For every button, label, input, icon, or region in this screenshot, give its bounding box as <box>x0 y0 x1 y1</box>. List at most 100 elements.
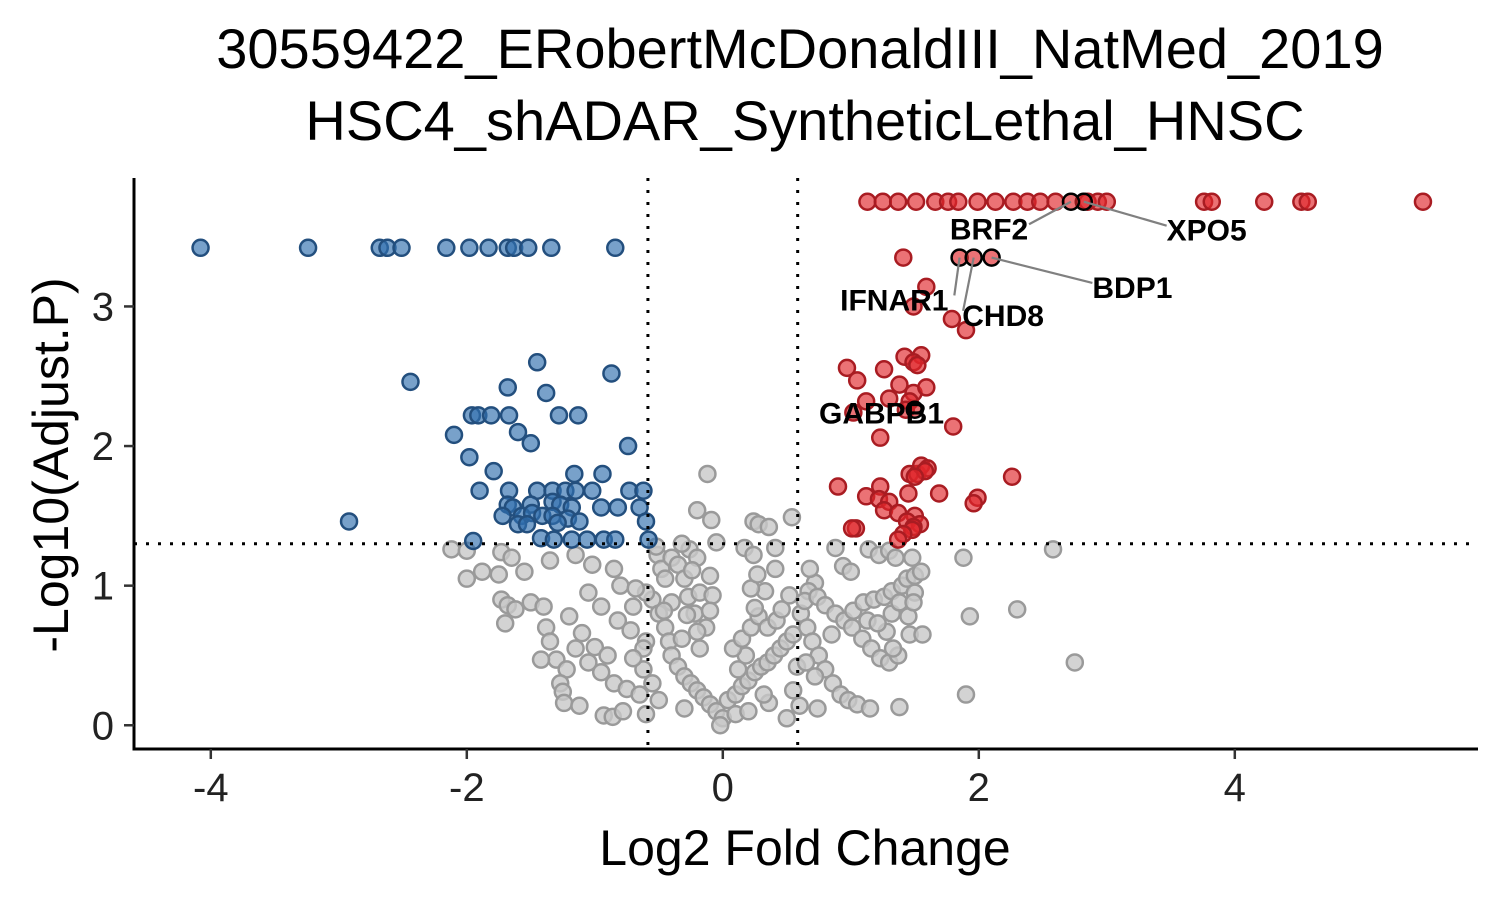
point-down <box>481 406 501 425</box>
point-ns <box>808 699 827 718</box>
point-up <box>929 484 949 503</box>
chart-title: 30559422_ERobertMcDonaldIII_NatMed_2019 <box>216 17 1383 80</box>
point-down <box>401 372 420 392</box>
point-down <box>591 498 611 517</box>
point-ns <box>860 699 880 718</box>
point-ns <box>608 611 628 630</box>
point-up <box>908 355 927 375</box>
point-up <box>917 277 936 297</box>
point-ns <box>904 593 923 612</box>
point-down <box>479 238 498 258</box>
point-up <box>842 519 862 538</box>
point-ns <box>780 586 799 605</box>
point-down <box>493 506 512 526</box>
point-ns <box>623 597 643 616</box>
point-ns <box>700 601 720 621</box>
point-ns <box>672 534 692 554</box>
point-up <box>1202 192 1222 211</box>
gene-label-chd8: CHD8 <box>962 300 1044 333</box>
plot-area: XPO5 BRF2 BDP1 IFNAR1 CHD8 GABPB1 <box>134 178 1478 749</box>
x-tick-label: 4 <box>1224 766 1246 810</box>
point-ns <box>822 625 841 644</box>
point-up <box>1298 192 1318 211</box>
point-ns <box>826 538 845 558</box>
y-tick-label: 2 <box>92 425 114 469</box>
point-ns <box>636 704 656 724</box>
point-down <box>484 461 503 481</box>
point-ns <box>623 649 643 668</box>
point-ns <box>703 586 722 605</box>
leader-line <box>991 256 1093 284</box>
point-ns <box>960 607 980 626</box>
point-down <box>499 406 519 425</box>
point-ns <box>783 625 803 644</box>
point-ns <box>655 569 675 588</box>
point-ns <box>672 629 692 648</box>
point-up <box>986 192 1005 211</box>
chart-subtitle: HSC4_shADAR_SyntheticLethal_HNSC <box>305 89 1304 152</box>
point-down <box>536 383 556 403</box>
point-up <box>1254 192 1274 211</box>
point-ns <box>472 562 492 581</box>
point-down <box>392 238 411 258</box>
point-down <box>565 464 584 484</box>
y-tick-label: 1 <box>92 565 114 609</box>
point-up <box>1030 192 1050 211</box>
gene-label-ifnar1: IFNAR1 <box>840 284 948 317</box>
point-ns <box>911 562 931 581</box>
point-down <box>518 238 538 258</box>
axes: -4 -2 0 2 4 0 1 2 3 <box>92 178 1478 810</box>
gene-label-xpo5: XPO5 <box>1167 215 1247 248</box>
point-ns <box>842 618 862 637</box>
point-down <box>606 530 625 549</box>
x-tick-label: 0 <box>712 766 734 810</box>
point-up <box>890 375 909 394</box>
point-ns <box>559 607 579 626</box>
point-down <box>437 238 456 258</box>
point-ns <box>698 464 717 484</box>
point-ns <box>766 559 785 579</box>
point-up <box>899 484 918 503</box>
point-down <box>298 238 318 258</box>
point-up <box>949 192 968 211</box>
point-ns <box>954 548 973 567</box>
y-axis-title: -Log10(Adjust.P) <box>23 277 79 652</box>
point-ns <box>710 716 730 735</box>
point-down <box>548 513 567 533</box>
point-ns <box>489 565 509 584</box>
point-up <box>870 428 890 447</box>
point-down <box>544 530 564 549</box>
point-down <box>527 353 547 372</box>
point-ns <box>506 600 525 619</box>
point-down <box>568 406 588 425</box>
point-up <box>1097 192 1117 211</box>
point-up <box>1002 467 1022 487</box>
point-ns <box>634 660 653 679</box>
point-down <box>634 481 653 500</box>
point-up <box>856 392 876 411</box>
point-down <box>602 364 621 383</box>
point-ns <box>745 598 765 618</box>
point-ns <box>515 562 534 581</box>
point-ns <box>572 623 592 643</box>
point-ns <box>766 538 785 558</box>
point-down <box>582 481 602 500</box>
point-up <box>964 494 983 513</box>
point-down <box>566 481 585 500</box>
point-ns <box>702 510 721 530</box>
point-up <box>917 378 936 397</box>
point-ns <box>457 569 477 588</box>
highlight-point-gabpb1 <box>905 400 925 420</box>
point-ns <box>782 507 802 527</box>
point-ns <box>654 601 674 621</box>
point-ns <box>570 696 589 715</box>
point-ns <box>754 685 774 704</box>
point-ns <box>675 699 694 718</box>
point-ns <box>626 579 646 598</box>
point-down <box>339 512 359 531</box>
point-up <box>905 467 925 487</box>
point-ns <box>1043 540 1063 559</box>
leader-line <box>953 257 961 296</box>
leader-line <box>1028 200 1072 226</box>
